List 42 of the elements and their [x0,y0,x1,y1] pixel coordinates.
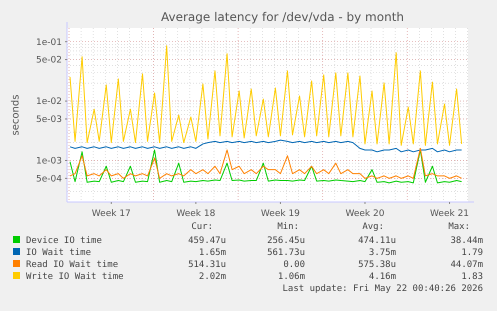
x-tick-label: Week 19 [260,209,300,219]
text: 561.73u [267,248,305,258]
text: 514.31u [188,260,226,270]
text: 3.75m [368,248,396,258]
text: 4.16m [368,272,396,282]
chart-title: Average latency for /dev/vda - by month [161,10,404,24]
text: Min: [277,222,299,232]
line-series [70,140,462,152]
text: 0.00 [283,260,305,270]
text: 474.11u [358,236,396,246]
text: 459.47u [188,236,226,246]
text: 256.45u [267,236,305,246]
text: 44.07m [450,260,483,270]
text: 2.02m [198,272,226,282]
text: 1.65m [198,248,226,258]
legend-label: Write IO Wait time [26,272,124,282]
y-tick-label: 5e-04 [36,174,62,185]
legend-label: Read IO Wait time [26,260,118,270]
legend-label: IO Wait time [26,248,92,258]
legend-label: Device IO time [26,236,102,246]
y-tick-label: 1e-01 [36,38,62,48]
y-tick-label: 5e-02 [36,56,62,66]
text: 1.79 [461,248,483,258]
x-tick-label: Week 21 [430,209,470,219]
x-tick-label: Week 18 [176,209,216,219]
text: 1.06m [278,272,305,282]
y-tick-label: 1e-03 [36,156,62,167]
x-tick-label: Week 20 [345,209,385,219]
text: Last update: Fri May 22 00:40:26 2026 [282,284,483,294]
text: 1.83 [461,272,483,282]
line-series [70,148,462,179]
text: Avg: [362,222,384,232]
line-series [70,150,462,184]
y-tick-label: 1e-02 [36,97,62,108]
text: Max: [448,222,470,232]
text: 38.44m [450,236,483,246]
y-axis-title: seconds [10,94,22,136]
text: Cur: [191,222,213,232]
y-tick-label: 5e-03 [36,115,62,126]
x-tick-label: Week 17 [92,209,131,219]
text: 575.38u [358,260,396,270]
line-series [70,45,462,146]
